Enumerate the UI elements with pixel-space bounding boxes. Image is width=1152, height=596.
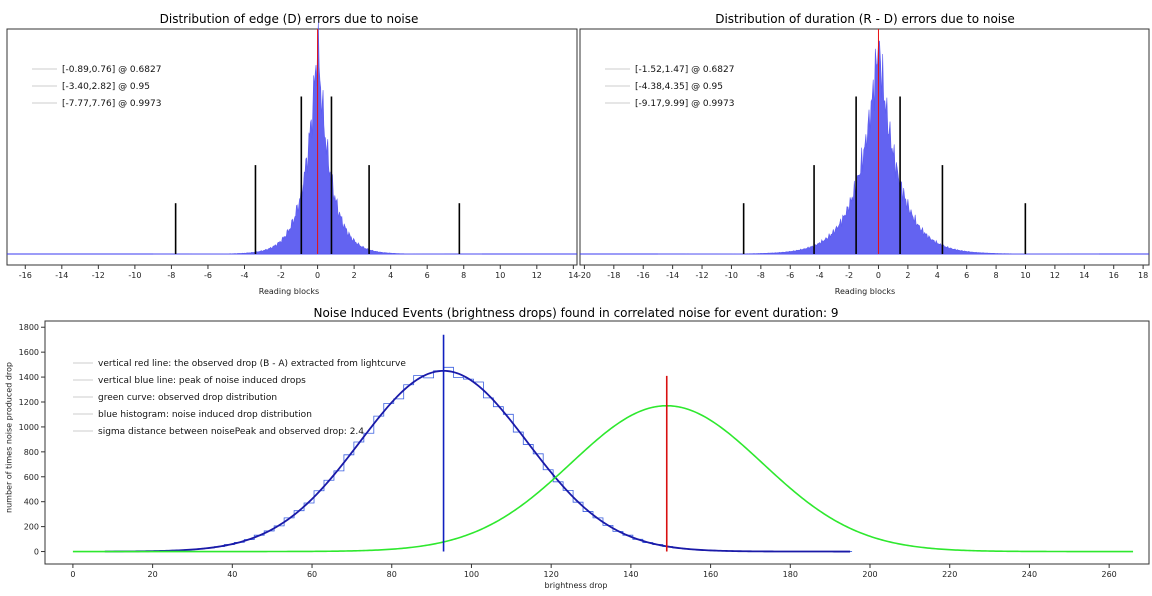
chart2-xtick-label: 12 bbox=[1050, 271, 1060, 280]
chart3-xtick-label: 200 bbox=[862, 570, 877, 579]
chart1-xtick-label: 6 bbox=[425, 271, 430, 280]
chart3-ytick-label: 800 bbox=[24, 448, 39, 457]
chart2-xtick-label: -8 bbox=[757, 271, 765, 280]
chart1-xtick-label: 14 bbox=[568, 271, 578, 280]
chart3-xtick-label: 180 bbox=[783, 570, 798, 579]
chart3-ytick-label: 1000 bbox=[19, 423, 39, 432]
chart1-legend-label3: [-7.77,7.76] @ 0.9973 bbox=[62, 99, 161, 109]
chart3-ytick-label: 1200 bbox=[19, 398, 39, 407]
chart2-xtick-label: -20 bbox=[578, 271, 591, 280]
chart2-xtick-label: 2 bbox=[905, 271, 910, 280]
chart2-xtick-label: -4 bbox=[816, 271, 824, 280]
chart3-series-curve1 bbox=[104, 369, 851, 553]
chart3-legend-label5: sigma distance between noisePeak and obs… bbox=[98, 427, 364, 437]
chart3-legend-label2: vertical blue line: peak of noise induce… bbox=[98, 376, 306, 386]
chart3-xtick-label: 20 bbox=[148, 570, 158, 579]
chart2-xtick-label: 8 bbox=[994, 271, 999, 280]
chart3-xtick-label: 80 bbox=[387, 570, 397, 579]
chart1-xtick-label: 0 bbox=[315, 271, 320, 280]
chart2-xtick-label: -18 bbox=[607, 271, 620, 280]
chart2-legend-label3: [-9.17,9.99] @ 0.9973 bbox=[635, 99, 734, 109]
chart2-xtick-label: -14 bbox=[666, 271, 679, 280]
chart1-xtick-label: 2 bbox=[352, 271, 357, 280]
chart3-title: Noise Induced Events (brightness drops) … bbox=[313, 306, 839, 320]
chart1-xtick-label: 4 bbox=[388, 271, 393, 280]
chart3-legend-label3: green curve: observed drop distribution bbox=[98, 393, 277, 403]
chart1-legend-label1: [-0.89,0.76] @ 0.6827 bbox=[62, 65, 161, 75]
chart3-xtick-label: 160 bbox=[703, 570, 718, 579]
chart3-series-curve2 bbox=[72, 404, 1134, 553]
chart3-ytick-label: 600 bbox=[24, 473, 39, 482]
chart2-xtick-label: -12 bbox=[695, 271, 708, 280]
chart2-xtick-label: 6 bbox=[964, 271, 969, 280]
chart1-legend-label2: [-3.40,2.82] @ 0.95 bbox=[62, 82, 150, 92]
chart2-xtick-label: -6 bbox=[786, 271, 794, 280]
chart1-xtick-label: -16 bbox=[19, 271, 32, 280]
chart1-xtick-label: -4 bbox=[241, 271, 249, 280]
chart2-legend-label2: [-4.38,4.35] @ 0.95 bbox=[635, 82, 723, 92]
chart1-xtick-label: -2 bbox=[277, 271, 285, 280]
chart2-xtick-label: -16 bbox=[637, 271, 650, 280]
chart3-xtick-label: 60 bbox=[307, 570, 317, 579]
chart3-ytick-label: 400 bbox=[24, 498, 39, 507]
chart3-legend-label4: blue histogram: noise induced drop distr… bbox=[98, 410, 312, 420]
chart3-frame bbox=[44, 320, 1150, 565]
chart2-xtick-label: 16 bbox=[1109, 271, 1119, 280]
chart3-xlabel: brightness drop bbox=[544, 581, 608, 590]
chart2-xtick-label: 14 bbox=[1079, 271, 1089, 280]
chart2-xtick-label: -10 bbox=[725, 271, 738, 280]
chart2-xtick-label: 18 bbox=[1138, 271, 1148, 280]
chart3-xtick-label: 140 bbox=[623, 570, 638, 579]
chart3-xtick-label: 0 bbox=[70, 570, 75, 579]
chart1-xtick-label: -12 bbox=[92, 271, 105, 280]
chart1-xtick-label: 8 bbox=[461, 271, 466, 280]
chart2-title: Distribution of duration (R - D) errors … bbox=[715, 12, 1015, 26]
chart2-xtick-label: -2 bbox=[845, 271, 853, 280]
chart1-title: Distribution of edge (D) errors due to n… bbox=[159, 12, 419, 26]
chart1-xtick-label: -8 bbox=[167, 271, 175, 280]
chart1-xtick-label: 12 bbox=[532, 271, 542, 280]
chart1-xtick-label: -6 bbox=[204, 271, 212, 280]
chart3-ytick-label: 1800 bbox=[19, 323, 39, 332]
chart3-ytick-label: 0 bbox=[34, 548, 39, 557]
chart3-xtick-label: 240 bbox=[1022, 570, 1037, 579]
chart3-xtick-label: 40 bbox=[227, 570, 237, 579]
chart3-ytick-label: 200 bbox=[24, 523, 39, 532]
chart2-xtick-label: 4 bbox=[935, 271, 940, 280]
chart3-xtick-label: 120 bbox=[544, 570, 559, 579]
chart2-xlabel: Reading blocks bbox=[834, 287, 896, 296]
chart1-xtick-label: 10 bbox=[495, 271, 505, 280]
chart2-xtick-label: 0 bbox=[876, 271, 881, 280]
chart1-xlabel: Reading blocks bbox=[258, 287, 320, 296]
chart3-xtick-label: 260 bbox=[1102, 570, 1117, 579]
chart1-xtick-label: -10 bbox=[128, 271, 141, 280]
chart2-xtick-label: 10 bbox=[1020, 271, 1030, 280]
chart3-ytick-label: 1400 bbox=[19, 373, 39, 382]
chart3-xtick-label: 100 bbox=[464, 570, 479, 579]
chart3-ytick-label: 1600 bbox=[19, 348, 39, 357]
chart2-legend-label1: [-1.52,1.47] @ 0.6827 bbox=[635, 65, 734, 75]
chart3-xtick-label: 220 bbox=[942, 570, 957, 579]
chart1-xtick-label: -14 bbox=[55, 271, 68, 280]
chart3-legend-label1: vertical red line: the observed drop (B … bbox=[98, 359, 406, 369]
